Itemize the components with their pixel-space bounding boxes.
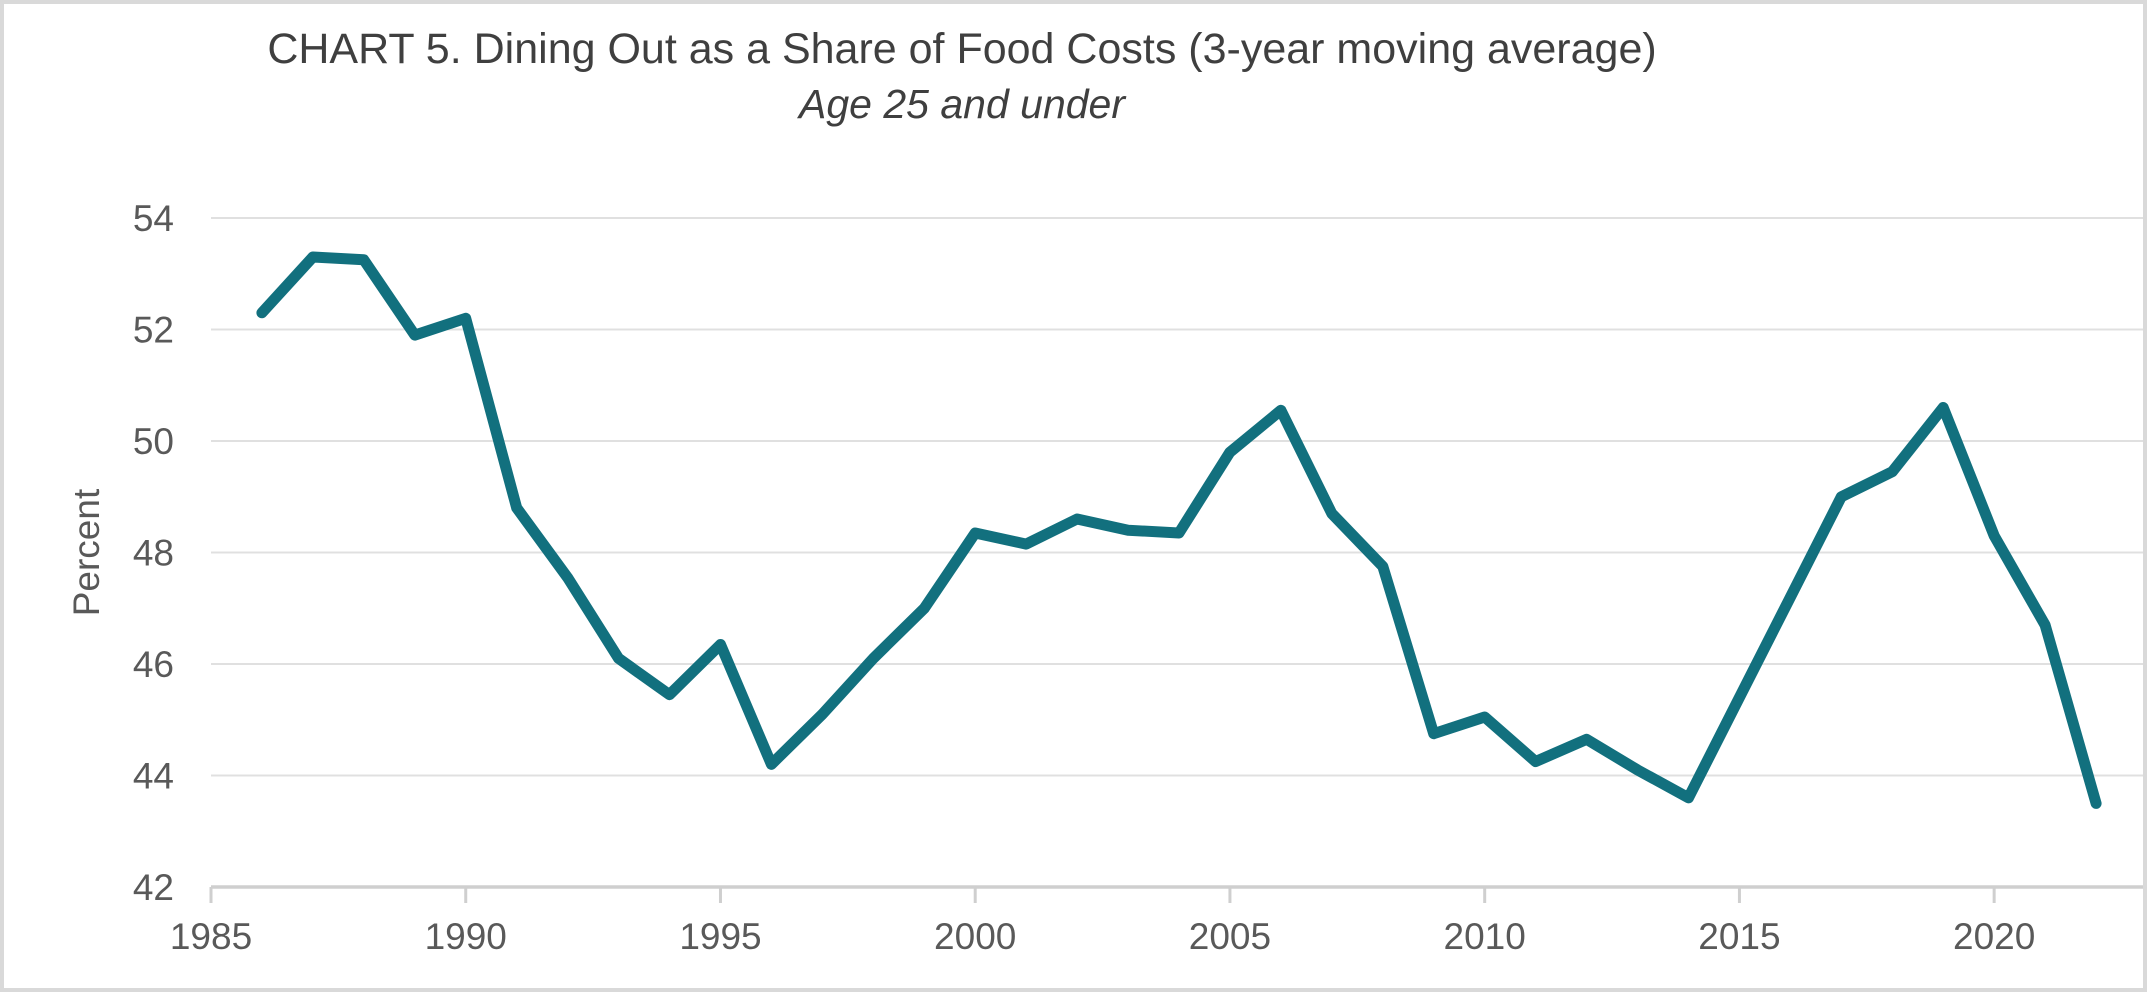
line-chart-plot: 42 44 46 48 50 52 54 1985 1990 1995 2000 2005 2010 20… [66,198,2143,957]
x-tick-label: 1990 [425,916,507,957]
data-line [256,251,2102,809]
y-tick-label: 46 [133,644,174,685]
chart-title: CHART 5. Dining Out as a Share of Food C… [267,25,1657,73]
chart-subtitle: Age 25 and under [799,81,1125,127]
y-tick-label: 52 [133,310,174,351]
y-tick-label: 48 [133,533,174,574]
x-tick-label: 2000 [934,916,1016,957]
x-tick-label: 2020 [1953,916,2035,957]
x-tick-label: 1985 [170,916,252,957]
y-tick-label: 44 [133,756,174,797]
y-tick-label: 54 [133,198,174,239]
y-tick-label: 50 [133,421,174,462]
y-tick-label: 42 [133,867,174,908]
x-tick-label: 2010 [1444,916,1526,957]
x-tick-label: 2015 [1698,916,1780,957]
x-tick-label: 2005 [1189,916,1271,957]
x-tick-label: 1995 [679,916,761,957]
y-axis-title: Percent [66,488,107,616]
